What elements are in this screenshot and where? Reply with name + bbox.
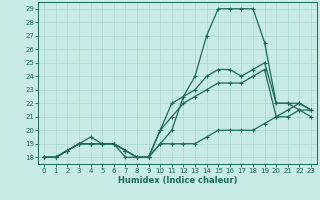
X-axis label: Humidex (Indice chaleur): Humidex (Indice chaleur) — [118, 176, 237, 185]
